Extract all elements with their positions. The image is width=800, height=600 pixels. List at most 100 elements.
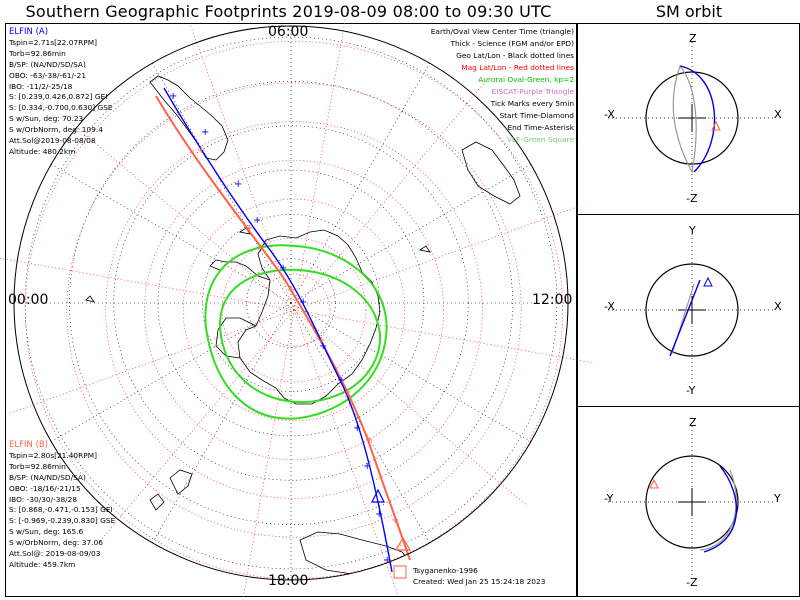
lt-label-bottom: 18:00 <box>268 573 309 589</box>
elfin-a-name: ELFIN (A) <box>9 27 49 37</box>
legend-entry: End Time-Asterisk <box>507 123 574 132</box>
elfin-b-tick: + <box>317 335 325 346</box>
auroral-oval <box>204 244 388 420</box>
elfin-a-line: S w/Sun, deg: 70.23 <box>9 114 84 124</box>
elfin-b-line: Att.Sol@: 2019-08-09/03 <box>9 549 101 559</box>
sm-panel <box>608 426 776 578</box>
auroral-oval-outer <box>204 244 388 420</box>
sm-axis-label-left: -X <box>604 108 615 121</box>
geo-latitude-circle <box>69 81 513 525</box>
sm-axis-label-bottom: -Y <box>686 384 696 397</box>
elfin-a-line: B/SP: (NA/ND/SD/SA) <box>9 59 86 69</box>
elfin-b-tick: + <box>391 515 399 526</box>
legend-entry: Thick - Science (FGM and/or EPD) <box>450 39 574 48</box>
legend-entry: EISCAT-Purple Triangle <box>491 87 574 96</box>
sm-axis-label-top: Y <box>689 224 696 237</box>
lt-label-top: 06:00 <box>268 24 309 40</box>
elfin-b-tick: + <box>343 387 351 398</box>
sm-panel-divider <box>577 214 800 215</box>
legend-entry: Start Time-Diamond <box>499 111 574 120</box>
legend: Earth/Oval View Center Time (triangle) Th… <box>360 27 574 152</box>
credit: Tsyganenko-1996 Created: Wed Jan 25 15:2… <box>413 566 545 588</box>
orbit-marker <box>711 120 721 131</box>
legend-entry: Auroral Oval-Green, kp=2 <box>478 75 574 84</box>
elfin-a-tick: + <box>299 297 307 308</box>
sm-panel <box>608 42 776 194</box>
elfin-b-center-triangle <box>394 536 412 551</box>
lt-label-left: 00:00 <box>8 292 49 308</box>
lt-label-right: 12:00 <box>532 292 573 308</box>
mag-latitude-circle <box>182 198 406 422</box>
elfin-b-line: Tspin=2.80s[21.40RPM] <box>9 450 97 460</box>
elfin-a-orbit <box>679 65 716 173</box>
vlf-square <box>393 565 407 579</box>
sm-axis-label-left: -Y <box>604 492 614 505</box>
sm-axis-label-top: Z <box>689 416 697 429</box>
mag-grid <box>0 9 595 600</box>
elfin-b-tick: + <box>197 145 205 156</box>
geo-grid <box>14 26 568 580</box>
legend-entry: Tick Marks every 5min <box>490 99 574 108</box>
elfin-b-info: ELFIN (B) Tspin=2.80s[21.40RPM] Torb=92.… <box>9 440 115 571</box>
elfin-a-line: Altitude: 480.2km <box>9 146 76 156</box>
sm-axis-label-right: X <box>774 300 782 313</box>
mag-latitude-circle <box>24 40 564 580</box>
elfin-b-name: ELFIN (B) <box>9 440 49 450</box>
elfin-a-tick: + <box>337 375 345 386</box>
elfin-a-line: Tspin=2.71s[22.07RPM] <box>9 37 97 47</box>
mag-latitude-circle <box>66 82 522 538</box>
earth-circle <box>645 455 739 549</box>
geo-latitude-circle <box>24 36 558 570</box>
credit-created: Created: Wed Jan 25 15:24:18 2023 <box>413 576 546 586</box>
elfin-a-line: OBO: -63/-38/-61/-21 <box>9 70 87 80</box>
elfin-a-line: Att.Sol@2019-08-08/08 <box>9 136 96 146</box>
elfin-a-orbit <box>669 279 701 357</box>
elfin-a-tick: + <box>201 127 209 138</box>
elfin-b-line: S: [-0.969,-0.239,0.830] GSE <box>9 516 116 526</box>
elfin-a-tick: + <box>383 555 391 566</box>
coastlines <box>85 75 521 579</box>
credit-model: Tsyganenko-1996 <box>413 566 478 575</box>
elfin-a-center-triangle <box>371 488 385 503</box>
mag-latitude-circle <box>105 121 483 499</box>
elfin-a-line: S w/OrbNorm, deg: 109.4 <box>9 125 103 135</box>
elfin-b-line: S w/OrbNorm, deg: 37.06 <box>9 538 103 548</box>
elfin-a-tick: + <box>363 461 371 472</box>
footprint-map-frame <box>5 23 577 597</box>
elfin-a-tick: + <box>234 179 242 190</box>
orbit-marker <box>649 478 659 489</box>
orbit-marker <box>703 276 713 287</box>
sm-panel <box>608 234 776 386</box>
elfin-a-info: ELFIN (A) Tspin=2.71s[22.07RPM] Torb=92.… <box>9 27 113 158</box>
elfin-b-line: OBO: -18/16/-21/15 <box>9 483 81 493</box>
elfin-b-line: S: [0.868,-0.471,-0.153] GEI <box>9 505 113 515</box>
sm-axis-label-bottom: -Z <box>686 192 698 205</box>
mag-latitude-circle <box>144 160 444 460</box>
elfin-a-orbit <box>703 465 738 553</box>
legend-entry: VLF-Green Square <box>506 135 574 144</box>
elfin-a-line: IBO: -11/2/-25/18 <box>9 81 73 91</box>
legend-entry: Geo Lat/Lon - Black dotted lines <box>456 51 574 60</box>
chart-title: Southern Geographic Footprints 2019-08-0… <box>25 2 552 21</box>
sm-axis-label-right: X <box>774 108 782 121</box>
elfin-a-tick: + <box>353 423 361 434</box>
elfin-a-line: S: [0.239,0.426,0.872] GEI <box>9 92 108 102</box>
sm-axis-label-left: -X <box>604 300 615 313</box>
mag-latitude-circle <box>221 237 367 383</box>
elfin-b-track <box>155 95 411 561</box>
earth-circle <box>645 263 739 357</box>
elfin-b-line: B/SP: (NA/ND/SD/SA) <box>9 472 86 482</box>
sm-axis-label-bottom: -Z <box>686 576 698 589</box>
elfin-b-line: Altitude: 459.7km <box>9 559 76 569</box>
legend-entry: Earth/Oval View Center Time (triangle) <box>430 27 574 36</box>
sm-axis-label-top: Z <box>689 32 697 45</box>
elfin-a-tick: + <box>279 263 287 274</box>
auroral-oval-inner <box>218 268 382 404</box>
sm-orbit-title: SM orbit <box>655 2 723 21</box>
elfin-b-orbit <box>672 64 697 174</box>
elfin-b-tick: + <box>287 285 295 296</box>
sm-panel-divider <box>577 406 800 407</box>
elfin-b-tick: + <box>245 223 253 234</box>
